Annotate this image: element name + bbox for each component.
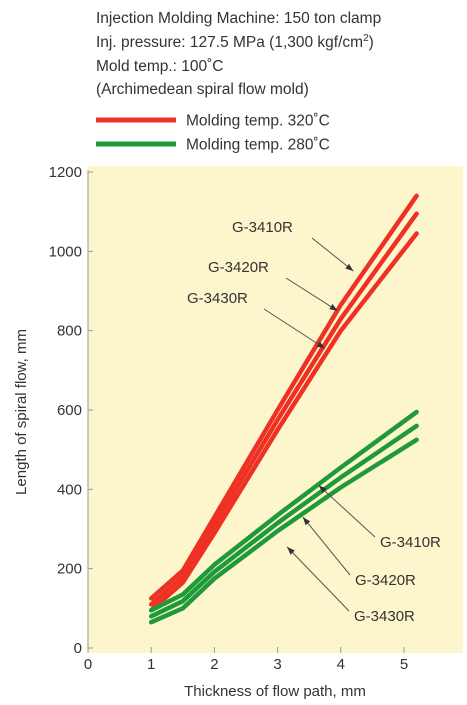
series-annotations: G-3410R G-3420R G-3430R G-3410R G-3420R G-343… xyxy=(187,219,441,625)
x-tick-label: 4 xyxy=(337,656,345,673)
annotation-label: G-3420R xyxy=(355,572,416,589)
annotation-label: G-3430R xyxy=(354,608,415,625)
annotation-leader xyxy=(286,546,350,612)
annotation-arrowhead xyxy=(316,341,325,349)
condition-pressure-main: Inj. pressure: 127.5 MPa (1,300 kgf/cm xyxy=(96,34,363,51)
series-line-g-3430r-280c xyxy=(148,437,419,625)
y-tick-label: 200 xyxy=(57,561,82,578)
x-tick-label: 5 xyxy=(400,656,408,673)
legend: Molding temp. 320˚C Molding temp. 280˚C xyxy=(96,113,330,154)
y-tick-label: 800 xyxy=(57,323,82,340)
annotation-leader xyxy=(302,516,351,576)
annotation-leader xyxy=(285,277,338,312)
axes: 0 200 400 600 800 1000 1200 0 1 2 3 4 5 xyxy=(49,164,409,673)
annotation-label: G-3410R xyxy=(380,534,441,551)
y-axis-label: Length of spiral flow, mm xyxy=(13,329,30,495)
x-tick-label: 2 xyxy=(210,656,218,673)
legend-label: Molding temp. 320˚C xyxy=(186,113,330,130)
x-axis-label: Thickness of flow path, mm xyxy=(184,683,366,700)
annotation-arrowhead xyxy=(329,304,338,311)
annotation-arrowhead xyxy=(318,485,327,493)
series-lines xyxy=(148,193,419,625)
series-line-g-3430r-320c xyxy=(148,231,419,613)
annotation-label: G-3420R xyxy=(208,259,269,276)
y-tick-label: 600 xyxy=(57,402,82,419)
condition-pressure-end: ) xyxy=(369,34,374,51)
x-tick-label: 0 xyxy=(84,656,92,673)
annotation-label: G-3430R xyxy=(187,290,248,307)
annotation-arrowhead xyxy=(287,546,295,555)
annotation-leader xyxy=(263,308,326,349)
condition-pressure: Inj. pressure: 127.5 MPa (1,300 kgf/cm2) xyxy=(96,33,374,51)
annotation-arrowhead xyxy=(345,263,354,272)
condition-pressure-superscript: 2 xyxy=(363,33,369,44)
y-tick-label: 1000 xyxy=(49,243,82,260)
x-tick-label: 1 xyxy=(147,656,155,673)
condition-mold-temp: Mold temp.: 100˚C xyxy=(96,58,224,75)
annotation-arrowhead xyxy=(302,517,311,526)
condition-machine: Injection Molding Machine: 150 ton clamp xyxy=(96,10,381,27)
y-tick-label: 1200 xyxy=(49,164,82,181)
series-line-g-3410r-320c xyxy=(148,193,419,601)
y-tick-label: 0 xyxy=(74,640,82,657)
series-line-g-3420r-320c xyxy=(148,211,419,607)
legend-label: Molding temp. 280˚C xyxy=(186,137,330,154)
annotation-leader xyxy=(311,237,354,272)
x-tick-label: 3 xyxy=(273,656,281,673)
series-line-g-3420r-280c xyxy=(148,423,419,619)
condition-mold-type: (Archimedean spiral flow mold) xyxy=(96,81,309,98)
annotation-leader xyxy=(318,484,376,538)
series-line-g-3410r-280c xyxy=(148,409,419,613)
annotation-label: G-3410R xyxy=(232,219,293,236)
y-tick-label: 400 xyxy=(57,481,82,498)
